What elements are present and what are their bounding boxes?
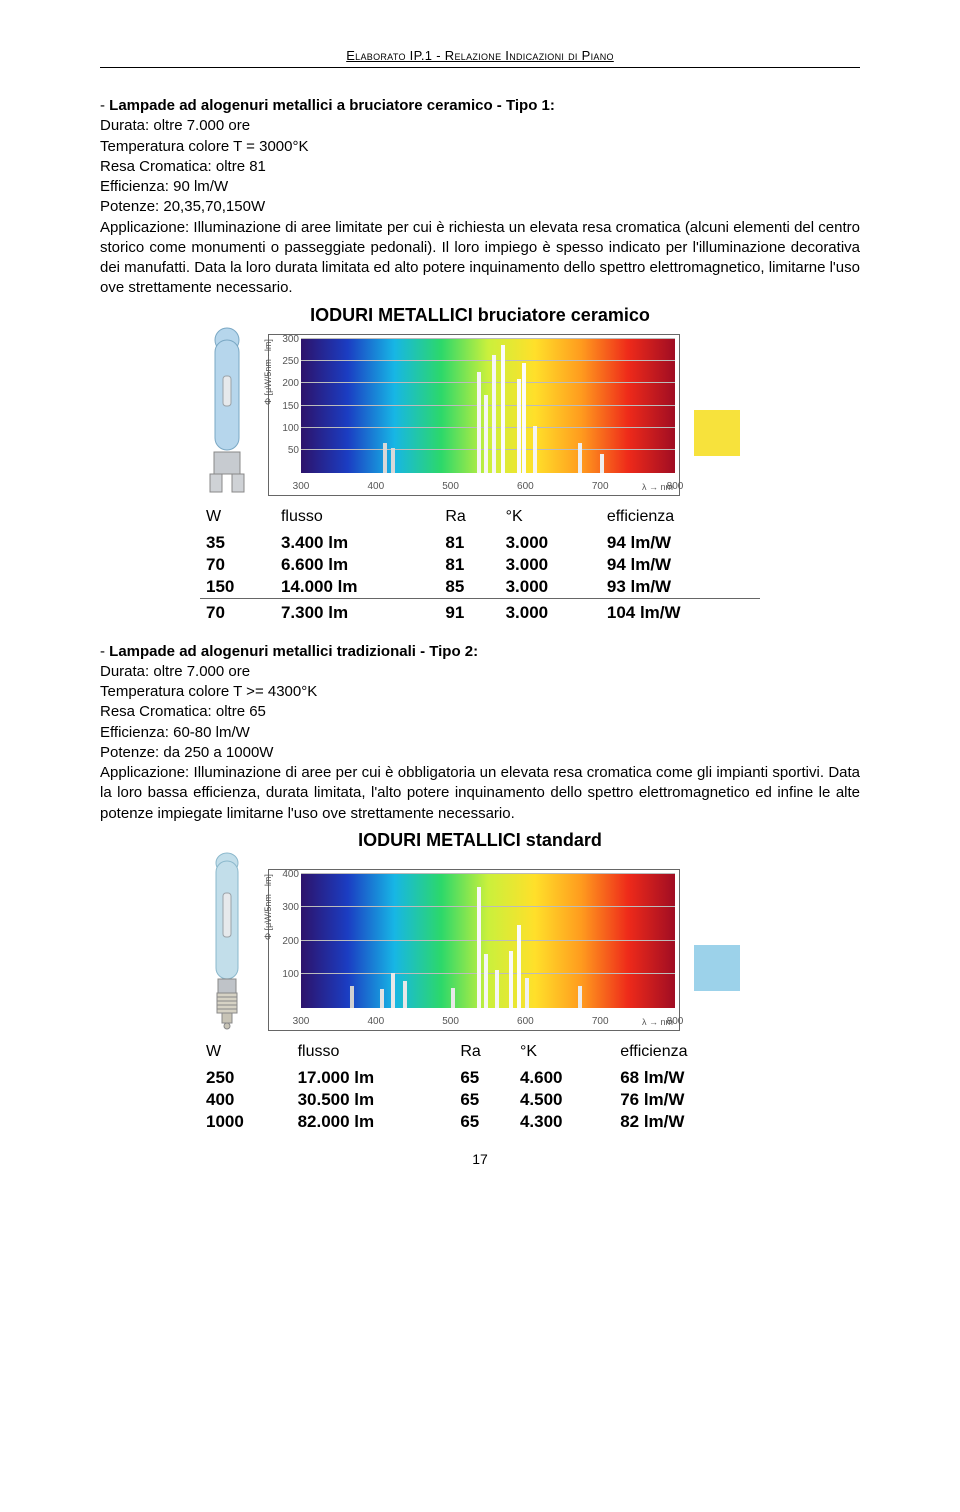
section-2-line: Temperatura colore T >= 4300°K: [100, 682, 860, 702]
data-table-1: WflussoRa°Kefficienza353.400 lm813.00094…: [200, 506, 760, 624]
lamp-image-1: [200, 326, 254, 496]
section-2-line: Potenze: da 250 a 1000W: [100, 743, 860, 763]
section-2: - Lampade ad alogenuri metallici tradizi…: [100, 642, 860, 824]
table-row: 40030.500 lm654.50076 lm/W: [200, 1089, 760, 1111]
page-number: 17: [100, 1151, 860, 1167]
col-header: efficienza: [614, 1041, 760, 1067]
table-row: 707.300 lm913.000104 lm/W: [200, 598, 760, 624]
section-1-line: Resa Cromatica: oltre 81: [100, 157, 860, 177]
section-1: - Lampade ad alogenuri metallici a bruci…: [100, 96, 860, 299]
section-2-para: Applicazione: Illuminazione di aree per …: [100, 763, 860, 824]
lamp-image-2: [200, 851, 254, 1031]
section-1-title: - Lampade ad alogenuri metallici a bruci…: [100, 96, 860, 116]
figure-2: IODURI METALLICI standard 10020030040030…: [200, 830, 760, 1133]
table-row: 15014.000 lm853.00093 lm/W: [200, 576, 760, 599]
table-row: 100082.000 lm654.30082 lm/W: [200, 1111, 760, 1133]
color-swatch-1: [694, 410, 740, 456]
section-1-para: Applicazione: Illuminazione di aree limi…: [100, 218, 860, 299]
figure-2-title: IODURI METALLICI standard: [200, 830, 760, 851]
header-rule: [100, 67, 860, 68]
page: Elaborato IP.1 - Relazione Indicazioni d…: [0, 0, 960, 1197]
section-2-line: Efficienza: 60-80 lm/W: [100, 723, 860, 743]
col-header: flusso: [275, 506, 439, 532]
color-swatch-2: [694, 945, 740, 991]
spectrum-chart-2: 100200300400300400500600700800Φ [μW/5nm …: [268, 869, 680, 1031]
table-row: 353.400 lm813.00094 lm/W: [200, 532, 760, 554]
section-1-line: Potenze: 20,35,70,150W: [100, 197, 860, 217]
figure-1: IODURI METALLICI bruciatore ceramico 501…: [200, 305, 760, 624]
col-header: Ra: [454, 1041, 514, 1067]
col-header: °K: [514, 1041, 614, 1067]
col-header: Ra: [439, 506, 499, 532]
table-row: 706.600 lm813.00094 lm/W: [200, 554, 760, 576]
col-header: W: [200, 1041, 292, 1067]
section-1-line: Temperatura colore T = 3000°K: [100, 137, 860, 157]
figure-2-upper-row: 100200300400300400500600700800Φ [μW/5nm …: [200, 857, 760, 1031]
doc-header: Elaborato IP.1 - Relazione Indicazioni d…: [100, 48, 860, 63]
col-header: W: [200, 506, 275, 532]
data-table-2: WflussoRa°Kefficienza25017.000 lm654.600…: [200, 1041, 760, 1133]
section-2-title: - Lampade ad alogenuri metallici tradizi…: [100, 642, 860, 662]
figure-1-upper-row: 50100150200250300300400500600700800Φ [μW…: [200, 332, 760, 496]
section-2-line: Resa Cromatica: oltre 65: [100, 702, 860, 722]
table-row: 25017.000 lm654.60068 lm/W: [200, 1067, 760, 1089]
col-header: °K: [500, 506, 601, 532]
section-1-line: Efficienza: 90 lm/W: [100, 177, 860, 197]
col-header: efficienza: [601, 506, 760, 532]
section-2-line: Durata: oltre 7.000 ore: [100, 662, 860, 682]
section-1-line: Durata: oltre 7.000 ore: [100, 116, 860, 136]
col-header: flusso: [292, 1041, 455, 1067]
doc-header-text: Elaborato IP.1 - Relazione Indicazioni d…: [346, 48, 614, 63]
figure-1-title: IODURI METALLICI bruciatore ceramico: [200, 305, 760, 326]
spectrum-chart-1: 50100150200250300300400500600700800Φ [μW…: [268, 334, 680, 496]
